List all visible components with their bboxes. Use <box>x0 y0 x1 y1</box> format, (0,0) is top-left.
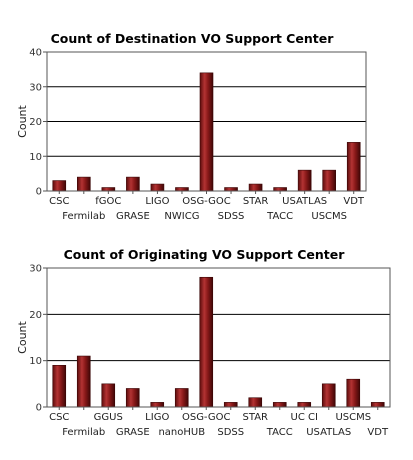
bar <box>76 355 91 408</box>
x-tick-label: TACC <box>266 211 293 222</box>
x-tick-label: LIGO <box>145 196 169 207</box>
chart-title: Count of Destination VO Support Center <box>51 31 335 46</box>
destination-chart: Count of Destination VO Support Center 0 1… <box>16 31 367 222</box>
y-tick-label: 40 <box>29 48 42 59</box>
bar <box>223 402 238 408</box>
y-tick-label: 30 <box>29 264 42 275</box>
bar <box>52 364 67 408</box>
x-tick-label: USATLAS <box>282 196 327 207</box>
x-tick-label: USATLAS <box>306 427 351 438</box>
bar <box>52 180 67 192</box>
y-tick-label: 30 <box>29 82 42 93</box>
x-tick-label: UC CI <box>291 412 318 423</box>
bar <box>126 176 140 192</box>
y-tick-label: 0 <box>36 403 42 414</box>
bar <box>297 169 312 192</box>
x-tick-label: SDSS <box>217 427 244 438</box>
bar <box>101 187 116 192</box>
x-tick-label: fGOC <box>95 196 121 207</box>
bar <box>370 402 385 408</box>
bar <box>125 388 140 408</box>
x-tick-label: VDT <box>367 427 389 438</box>
bar <box>199 72 214 192</box>
y-tick-label: 20 <box>29 117 42 128</box>
x-tick-label: TACC <box>266 427 293 438</box>
bar <box>199 276 214 408</box>
chart-title: Count of Originating VO Support Center <box>64 247 346 262</box>
x-tick-label: GGUS <box>94 412 123 423</box>
plot-frame <box>46 51 367 192</box>
bar <box>101 383 116 408</box>
x-tick-label: Fermilab <box>62 211 105 222</box>
bar <box>322 169 336 192</box>
x-tick-label: SDSS <box>218 211 245 222</box>
bar <box>248 183 263 192</box>
x-tick-label: GRASE <box>116 427 150 438</box>
bar <box>346 142 361 192</box>
x-tick-label: STAR <box>243 412 269 423</box>
x-tick-label: VDT <box>343 196 365 207</box>
x-tick-label: CSC <box>49 196 69 207</box>
bar <box>150 183 165 192</box>
bar <box>272 402 287 408</box>
x-tick-label: USCMS <box>311 211 347 222</box>
bar <box>174 388 189 408</box>
x-tick-label: USCMS <box>335 412 371 423</box>
y-tick-label: 0 <box>36 187 42 198</box>
y-tick-label: 10 <box>29 152 42 163</box>
x-tick-label: NWICG <box>164 211 199 222</box>
y-axis-label: Count <box>16 104 29 137</box>
originating-chart: Count of Originating VO Support Center 0 1… <box>16 247 391 438</box>
y-tick-label: 20 <box>29 310 42 321</box>
bar <box>321 383 336 408</box>
plot-frame <box>46 267 391 408</box>
bar <box>175 187 189 192</box>
x-tick-label: OSG-GOC <box>182 412 231 423</box>
bar <box>273 187 287 192</box>
x-tick-label: STAR <box>243 196 269 207</box>
x-tick-label: nanoHUB <box>158 427 205 438</box>
x-tick-label: Fermilab <box>62 427 105 438</box>
bar <box>297 402 312 408</box>
bar <box>150 402 165 408</box>
bar <box>248 397 263 408</box>
x-tick-label: OSG-GOC <box>182 196 231 207</box>
y-axis-label: Count <box>16 320 29 353</box>
bar <box>346 378 361 408</box>
bar <box>224 187 238 192</box>
x-tick-label: LIGO <box>145 412 169 423</box>
y-tick-label: 10 <box>29 356 42 367</box>
bar <box>77 176 91 192</box>
x-tick-label: CSC <box>49 412 69 423</box>
x-tick-label: GRASE <box>116 211 150 222</box>
